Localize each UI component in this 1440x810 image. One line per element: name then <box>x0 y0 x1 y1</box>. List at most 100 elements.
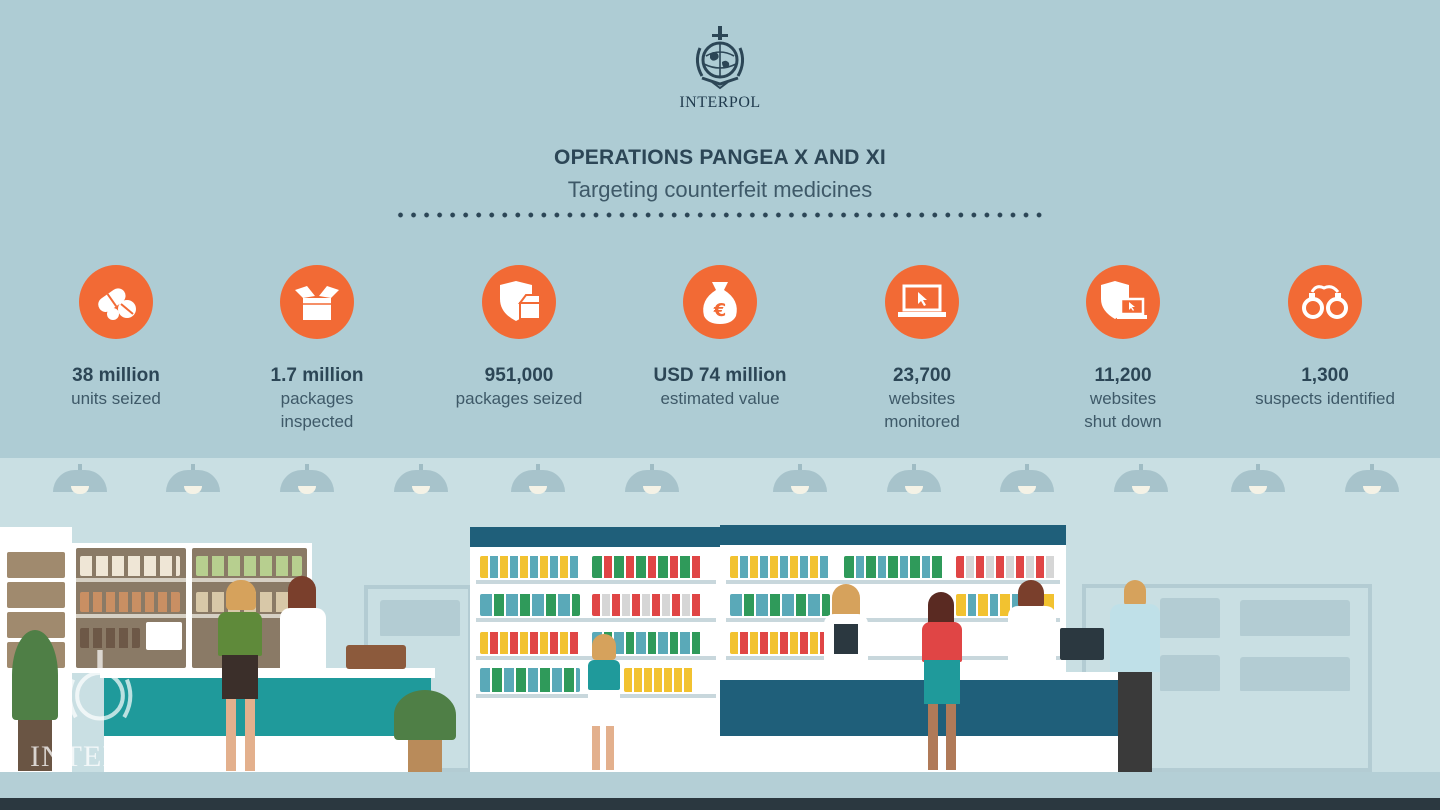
stat-value: 951,000 <box>484 365 554 386</box>
shelf-board <box>76 578 186 582</box>
medicine-boxes <box>480 556 580 578</box>
counter-front <box>104 678 431 736</box>
ceiling-lamp <box>394 464 448 494</box>
ceiling-lamp <box>1114 464 1168 494</box>
ceiling-lamp <box>625 464 679 494</box>
stat-label: estimated value <box>660 389 780 408</box>
shield-laptop-icon <box>1086 265 1160 339</box>
stat-value: 38 million <box>72 365 160 386</box>
child-leg <box>606 726 614 770</box>
medicine-boxes <box>480 594 580 616</box>
bottles <box>80 628 140 648</box>
jars <box>80 556 180 576</box>
stat-label-line: packages <box>280 389 354 408</box>
counter-front <box>720 680 1120 736</box>
pharmacist-coat <box>280 608 326 668</box>
plant-pot <box>408 737 442 773</box>
scale <box>346 645 406 669</box>
ceiling-lamp <box>53 464 107 494</box>
medicine-boxes <box>480 668 580 692</box>
shelf-header <box>720 525 1066 545</box>
counter-base <box>720 736 1120 772</box>
ceiling-lamp <box>1000 464 1054 494</box>
medicine-boxes <box>730 556 830 578</box>
child-leg <box>592 726 600 770</box>
jars <box>196 556 302 576</box>
ceiling-lamp <box>511 464 565 494</box>
medicine-boxes <box>592 556 702 578</box>
pharmacist-coat <box>1008 606 1056 672</box>
child-head <box>592 634 616 660</box>
customer-leg <box>226 699 236 771</box>
drawer <box>7 582 65 608</box>
pharmacist-hair <box>288 576 316 612</box>
customer-leg <box>946 704 956 770</box>
customer-leg <box>928 704 938 770</box>
customer-torso <box>922 622 962 662</box>
ceiling-lamp <box>887 464 941 494</box>
stat-units-seized: 38 million units seized <box>16 265 216 410</box>
handcuffs-icon <box>1288 265 1362 339</box>
stat-value: 23,700 <box>892 365 952 386</box>
counter-top <box>720 672 1120 680</box>
stat-value: USD 74 million <box>653 365 787 386</box>
bottles <box>80 592 180 612</box>
plant-leaves <box>12 630 58 720</box>
shelf-board <box>476 618 716 622</box>
stat-packages-inspected: 1.7 million packages inspected <box>217 265 417 433</box>
shelf-board <box>726 580 1060 584</box>
interpol-logo: INTERPOL <box>660 26 780 112</box>
medicine-boxes <box>624 668 694 692</box>
page-subtitle: Targeting counterfeit medicines <box>567 177 873 202</box>
stat-label: packages seized <box>455 389 583 408</box>
interpol-emblem-icon <box>695 26 745 90</box>
stat-value: 11,200 <box>1094 365 1152 386</box>
shelf-board <box>192 578 307 582</box>
customer-trousers <box>1118 672 1152 772</box>
stat-estimated-value: € USD 74 million estimated value <box>620 265 820 410</box>
customer-torso <box>218 612 262 656</box>
medicine-boxes <box>730 594 830 616</box>
customer-head <box>226 580 256 610</box>
box <box>146 622 182 650</box>
shelf-board <box>76 614 186 618</box>
customer-leg <box>245 699 255 771</box>
ceiling-lamp <box>773 464 827 494</box>
background-bottles <box>1160 598 1220 638</box>
watermark-text: INTER <box>30 740 124 773</box>
stat-suspects-identified: 1,300 suspects identified <box>1225 265 1425 410</box>
stat-websites-shut-down: 11,200 websites shut down <box>1023 265 1223 433</box>
dotted-divider <box>394 211 1046 219</box>
medicine-boxes <box>844 556 944 578</box>
background-bottles <box>380 600 460 636</box>
plant-pot <box>18 715 52 771</box>
stat-label-line: websites <box>1089 389 1157 408</box>
shelf-header <box>470 527 720 547</box>
ceiling-lamp <box>1231 464 1285 494</box>
pills-icon <box>79 265 153 339</box>
background-bottles <box>1240 600 1350 636</box>
child-skirt <box>588 690 620 726</box>
clipboard <box>834 624 858 654</box>
ceiling-lamp <box>1345 464 1399 494</box>
cash-register <box>1060 628 1104 660</box>
laptop-icon <box>885 265 959 339</box>
logo-text: INTERPOL <box>679 94 761 111</box>
counter-top <box>100 668 435 678</box>
svg-text:€: € <box>713 300 727 321</box>
watermark-emblem-icon <box>67 650 133 721</box>
stat-label: units seized <box>71 389 161 408</box>
money-bag-icon: € <box>683 265 757 339</box>
stat-value: 1.7 million <box>270 365 364 386</box>
customer-shirt <box>1110 604 1160 672</box>
customer-skirt <box>222 655 258 699</box>
shelf-board <box>476 580 716 584</box>
customer-head <box>1124 580 1146 606</box>
shelf-board <box>726 656 1060 660</box>
medicine-boxes <box>592 594 702 616</box>
customer-skirt <box>924 660 960 704</box>
stat-websites-monitored: 23,700 websites monitored <box>822 265 1022 433</box>
stat-label: suspects identified <box>1255 389 1395 408</box>
stat-value: 1,300 <box>1301 365 1349 386</box>
